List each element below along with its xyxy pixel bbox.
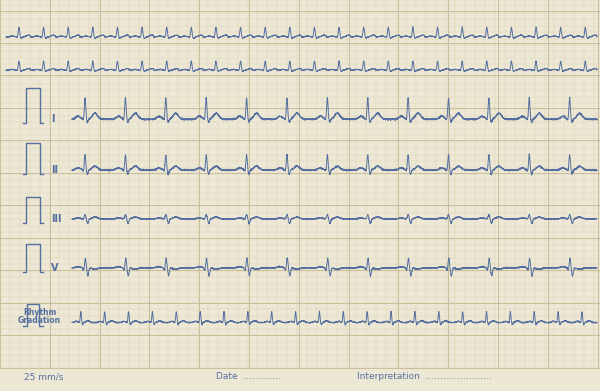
- Text: Interpretation  .......................: Interpretation .......................: [357, 372, 492, 381]
- Text: 25 mm/s: 25 mm/s: [24, 372, 64, 381]
- Text: Date  .............: Date .............: [216, 372, 281, 381]
- Text: Gradation: Gradation: [18, 316, 61, 325]
- Text: III: III: [51, 214, 62, 224]
- Text: V: V: [51, 263, 59, 273]
- Text: I: I: [51, 114, 55, 124]
- Text: Rhythm: Rhythm: [23, 308, 56, 317]
- Text: II: II: [51, 165, 58, 175]
